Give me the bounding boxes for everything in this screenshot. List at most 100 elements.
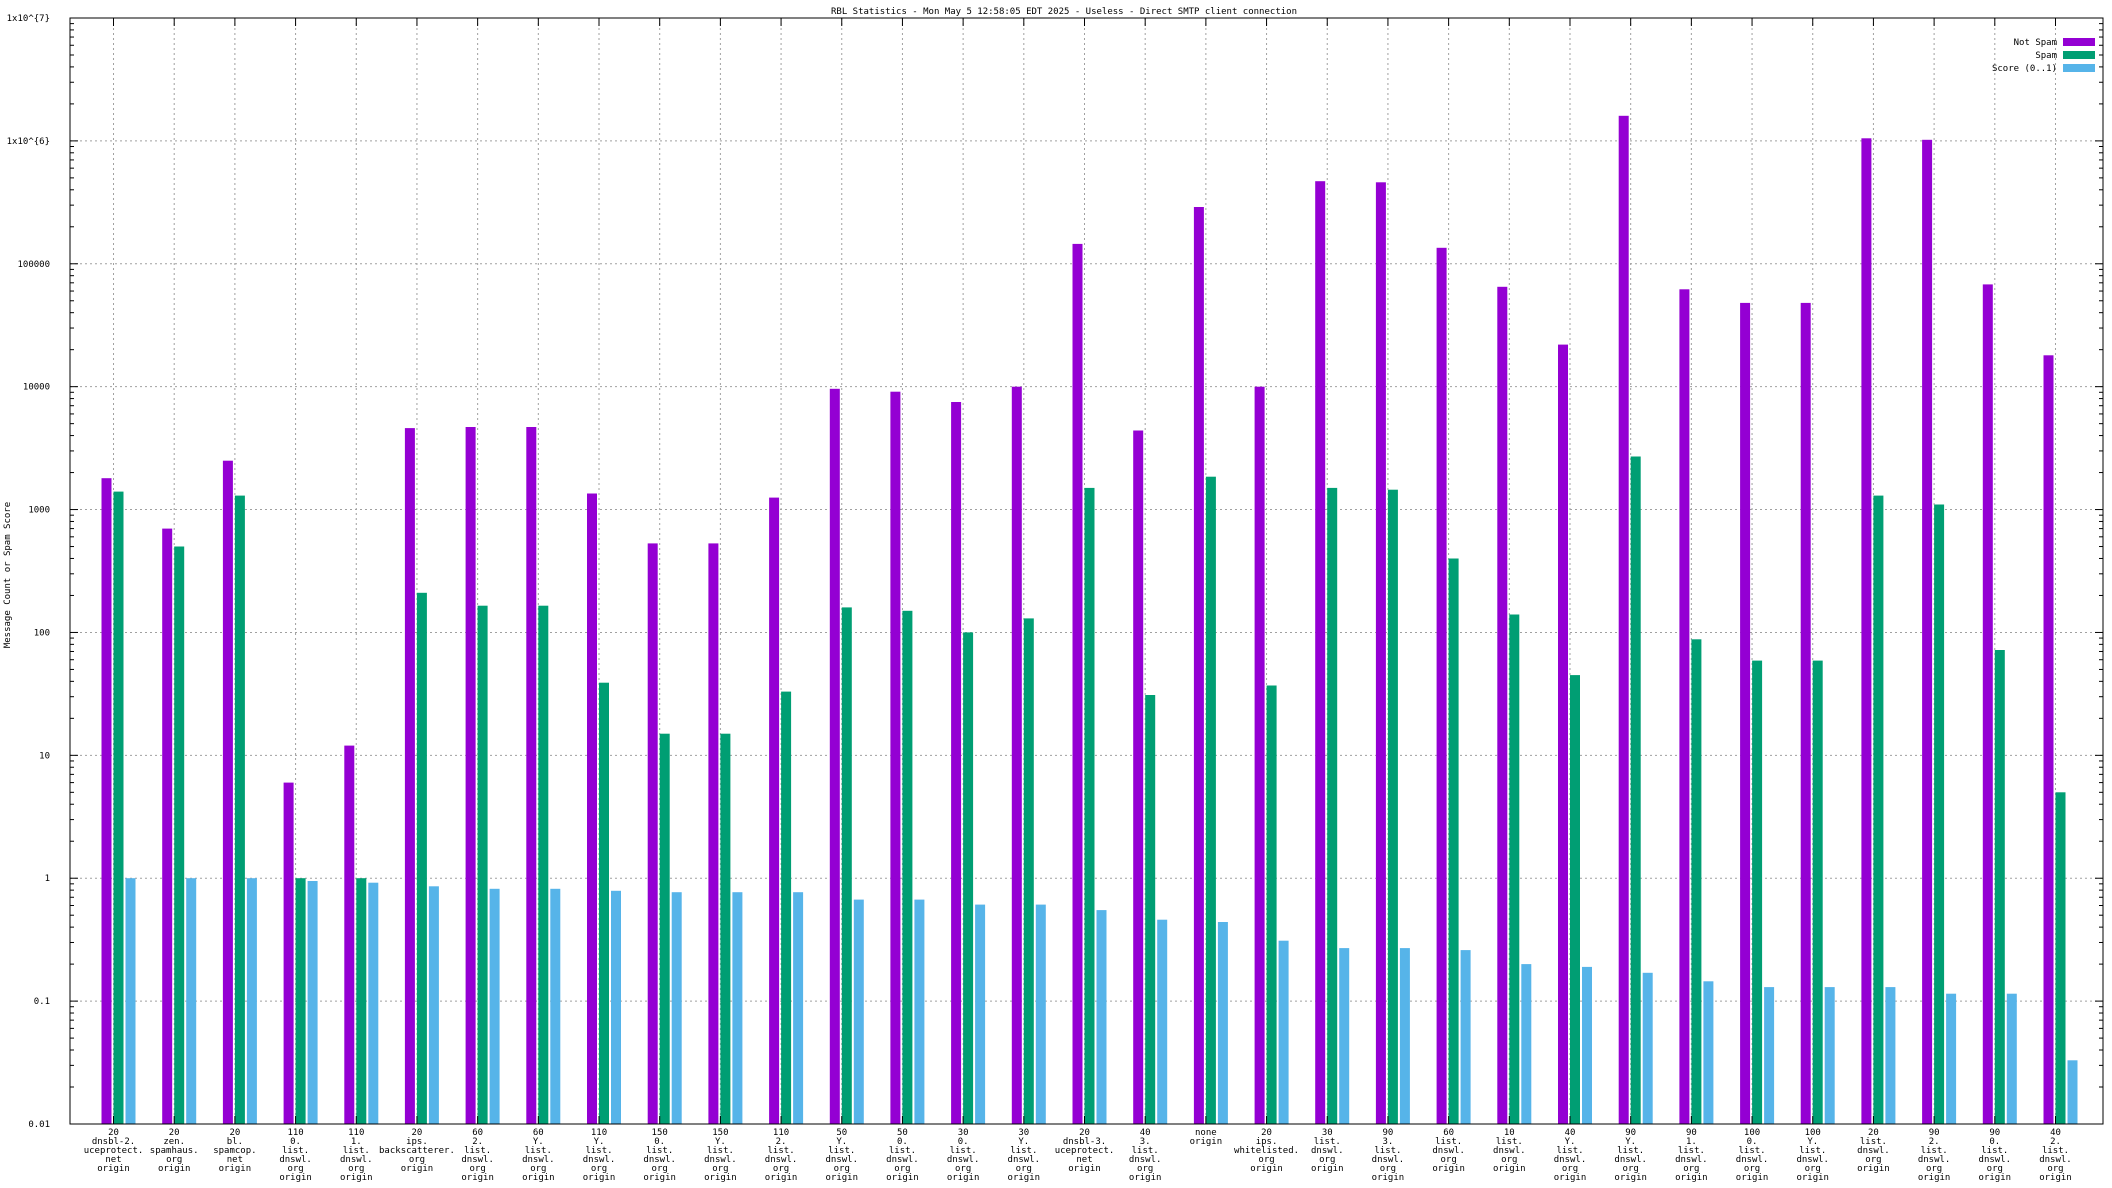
x-tick-label: list.: [1981, 1146, 2008, 1156]
bar-spam: [841, 607, 852, 1124]
bar-spam: [1266, 685, 1277, 1124]
bar-score: [1764, 987, 1775, 1124]
bar-spam: [2055, 792, 2066, 1124]
x-tick-label: list.: [1496, 1137, 1523, 1147]
bar-score: [1278, 940, 1289, 1124]
bar-not-spam: [162, 528, 173, 1124]
x-tick-label: 150: [652, 1128, 668, 1138]
x-tick-label: origin: [583, 1173, 616, 1183]
x-tick-label: org: [2047, 1164, 2063, 1174]
x-tick-label: origin: [765, 1173, 798, 1183]
y-tick-label: 100000: [17, 260, 50, 270]
x-tick-label: 30: [1322, 1128, 1333, 1138]
x-tick-label: org: [1258, 1155, 1274, 1165]
x-tick-label: 60: [533, 1128, 544, 1138]
legend-swatch: [2063, 38, 2095, 46]
legend-label: Score (0..1): [1992, 64, 2057, 74]
bar-not-spam: [1375, 182, 1386, 1125]
x-tick-label: org: [955, 1164, 971, 1174]
x-tick-label: origin: [522, 1173, 555, 1183]
bar-score: [1339, 948, 1350, 1124]
bar-spam: [1812, 660, 1823, 1124]
x-tick-label: dnswl.: [765, 1155, 798, 1165]
x-tick-label: ips.: [1256, 1137, 1278, 1147]
bar-spam: [538, 605, 549, 1124]
bar-not-spam: [222, 460, 233, 1124]
x-tick-label: org: [1987, 1164, 2003, 1174]
x-tick-label: dnswl.: [1796, 1155, 1829, 1165]
x-tick-label: origin: [97, 1164, 130, 1174]
bar-score: [853, 899, 864, 1124]
x-tick-label: uceprotect.: [84, 1146, 144, 1156]
x-tick-label: list.: [1314, 1137, 1341, 1147]
x-tick-label: net: [1076, 1155, 1092, 1165]
bar-score: [1885, 987, 1896, 1124]
bar-score: [1521, 964, 1532, 1124]
bar-score: [1399, 948, 1410, 1124]
x-tick-label: list.: [1132, 1146, 1159, 1156]
x-tick-label: origin: [643, 1173, 676, 1183]
x-tick-label: 90: [1383, 1128, 1394, 1138]
bar-score: [1703, 981, 1714, 1124]
x-tick-label: list.: [1678, 1146, 1705, 1156]
y-tick-label: 100: [34, 628, 50, 638]
y-tick-label: 10: [39, 751, 50, 761]
x-tick-label: net: [105, 1155, 121, 1165]
x-tick-label: 0.: [654, 1137, 665, 1147]
x-tick-label: dnswl.: [1554, 1155, 1587, 1165]
x-tick-label: origin: [219, 1164, 252, 1174]
bar-not-spam: [101, 478, 112, 1124]
x-tick-label: whitelisted.: [1234, 1146, 1299, 1156]
bar-spam: [1023, 618, 1034, 1124]
x-tick-label: list.: [2042, 1146, 2069, 1156]
bar-spam: [1934, 504, 1945, 1124]
x-tick-label: list.: [1374, 1146, 1401, 1156]
bar-not-spam: [1072, 243, 1083, 1124]
x-tick-label: org: [834, 1164, 850, 1174]
x-tick-label: org: [894, 1164, 910, 1174]
x-tick-label: dnswl.: [1311, 1146, 1344, 1156]
bar-score: [2006, 993, 2017, 1124]
x-tick-label: 2.: [1929, 1137, 1940, 1147]
bar-score: [1460, 950, 1471, 1124]
x-tick-label: spamhaus.: [150, 1146, 199, 1156]
x-tick-label: origin: [825, 1173, 858, 1183]
x-tick-label: list.: [525, 1146, 552, 1156]
bar-spam: [356, 878, 367, 1124]
x-tick-label: org: [1562, 1164, 1578, 1174]
chart-title: RBL Statistics - Mon May 5 12:58:05 EDT …: [831, 7, 1297, 17]
x-tick-label: org: [409, 1155, 425, 1165]
bar-not-spam: [465, 427, 476, 1124]
x-tick-label: origin: [1796, 1173, 1829, 1183]
bar-spam: [963, 632, 974, 1124]
y-axis-label: Message Count or Spam Score: [3, 502, 13, 648]
bar-spam: [781, 691, 792, 1124]
bar-not-spam: [1011, 386, 1022, 1124]
bar-score: [2067, 1060, 2078, 1124]
x-tick-label: none: [1195, 1128, 1217, 1138]
x-tick-label: dnswl.: [1857, 1146, 1890, 1156]
bar-spam: [1205, 476, 1216, 1124]
legend-swatch: [2063, 64, 2095, 72]
bar-spam: [295, 878, 306, 1124]
x-tick-label: org: [530, 1164, 546, 1174]
x-tick-label: 0.: [1989, 1137, 2000, 1147]
x-tick-label: list.: [1921, 1146, 1948, 1156]
bar-score: [1582, 966, 1592, 1124]
bar-spam: [1691, 639, 1702, 1124]
x-tick-label: org: [1380, 1164, 1396, 1174]
x-tick-label: org: [1319, 1155, 1335, 1165]
x-tick-label: 40: [2050, 1128, 2061, 1138]
x-tick-label: dnswl.: [1129, 1155, 1162, 1165]
x-tick-label: origin: [1129, 1173, 1162, 1183]
x-tick-label: Y.: [715, 1137, 726, 1147]
x-tick-label: dnswl.: [1979, 1155, 2012, 1165]
y-tick-label: 0.01: [28, 1120, 50, 1130]
bar-not-spam: [829, 388, 840, 1124]
bar-score: [1157, 919, 1168, 1124]
y-tick-label: 0.1: [34, 997, 50, 1007]
x-tick-label: dnswl.: [1008, 1155, 1041, 1165]
legend-swatch: [2063, 51, 2095, 59]
bar-score: [246, 878, 257, 1124]
